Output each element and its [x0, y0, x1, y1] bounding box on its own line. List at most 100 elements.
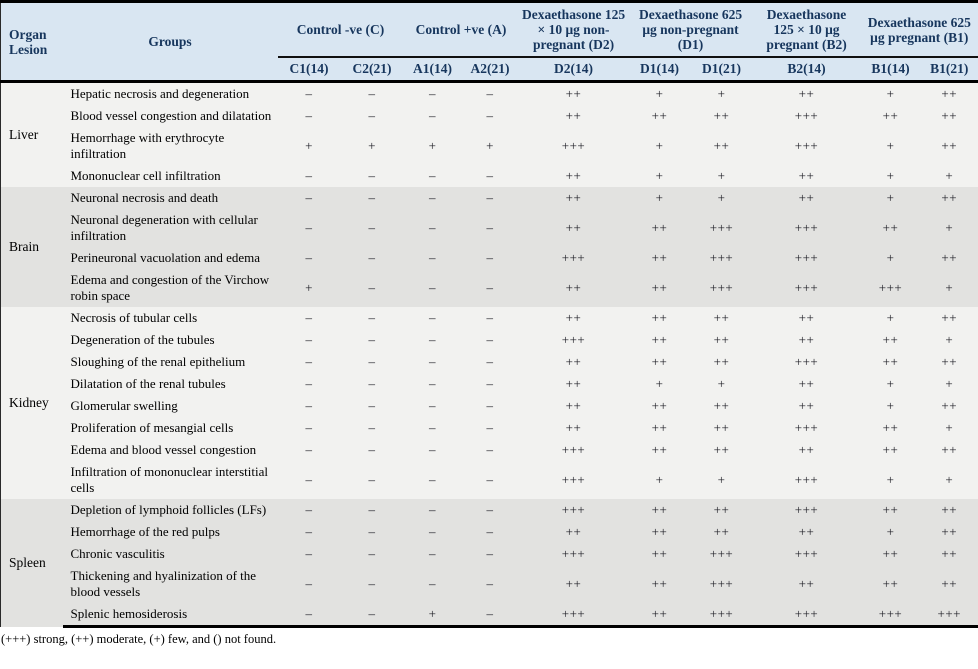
value-cell: – — [340, 105, 404, 127]
lesion-cell: Infiltration of mononuclear interstitial… — [62, 461, 278, 499]
value-cell: +++ — [690, 209, 753, 247]
value-cell: – — [403, 105, 462, 127]
value-cell: +++ — [518, 439, 629, 461]
value-cell: ++ — [690, 521, 753, 543]
value-cell: ++ — [518, 395, 629, 417]
value-cell: – — [340, 373, 404, 395]
subcolumn-header-1-0: A1(14) — [403, 57, 462, 83]
lesion-cell: Depletion of lymphoid follicles (LFs) — [62, 499, 278, 521]
value-cell: ++ — [860, 565, 921, 603]
value-cell: +++ — [752, 417, 861, 439]
value-cell: ++ — [752, 307, 861, 329]
value-cell: ++ — [628, 105, 691, 127]
value-cell: ++ — [518, 307, 629, 329]
organ-lesion-header: Organ Lesion — [0, 1, 63, 83]
value-cell: ++ — [860, 209, 921, 247]
lesion-cell: Necrosis of tubular cells — [62, 307, 278, 329]
value-cell: – — [277, 499, 341, 521]
value-cell: – — [340, 81, 404, 105]
value-cell: + — [920, 165, 978, 187]
value-cell: + — [690, 81, 753, 105]
value-cell: – — [461, 439, 519, 461]
value-cell: ++ — [628, 603, 691, 628]
value-cell: +++ — [752, 461, 861, 499]
table-row: Neuronal degeneration with cellular infi… — [1, 209, 978, 247]
value-cell: – — [461, 187, 519, 209]
value-cell: ++ — [518, 269, 629, 307]
value-cell: +++ — [518, 247, 629, 269]
value-cell: – — [340, 329, 404, 351]
value-cell: – — [340, 247, 404, 269]
lesion-cell: Neuronal degeneration with cellular infi… — [62, 209, 278, 247]
value-cell: +++ — [690, 543, 753, 565]
value-cell: + — [403, 127, 462, 165]
value-cell: +++ — [518, 543, 629, 565]
value-cell: ++ — [920, 499, 978, 521]
value-cell: + — [860, 81, 921, 105]
value-cell: – — [340, 521, 404, 543]
lesion-cell: Glomerular swelling — [62, 395, 278, 417]
value-cell: ++ — [628, 351, 691, 373]
value-cell: – — [277, 461, 341, 499]
value-cell: ++ — [628, 395, 691, 417]
value-cell: – — [403, 187, 462, 209]
value-cell: – — [403, 165, 462, 187]
lesion-cell: Degeneration of the tubules — [62, 329, 278, 351]
value-cell: + — [860, 461, 921, 499]
value-cell: ++ — [752, 81, 861, 105]
value-cell: – — [277, 247, 341, 269]
value-cell: ++ — [628, 269, 691, 307]
value-cell: + — [860, 521, 921, 543]
lesion-cell: Mononuclear cell infiltration — [62, 165, 278, 187]
value-cell: + — [860, 127, 921, 165]
organ-cell-kidney: Kidney — [0, 307, 63, 499]
column-group-header-4: Dexaethasone 125 × 10 μg pregnant (B2) — [752, 1, 861, 58]
value-cell: ++ — [860, 351, 921, 373]
value-cell: +++ — [690, 269, 753, 307]
value-cell: – — [461, 269, 519, 307]
value-cell: ++ — [690, 499, 753, 521]
value-cell: – — [403, 521, 462, 543]
value-cell: – — [277, 81, 341, 105]
value-cell: ++ — [690, 307, 753, 329]
value-cell: ++ — [752, 165, 861, 187]
paper-page: Organ Lesion Groups Control -ve (C) Control … — [0, 0, 978, 646]
value-cell: ++ — [628, 417, 691, 439]
lesion-cell: Neuronal necrosis and death — [62, 187, 278, 209]
value-cell: – — [461, 417, 519, 439]
value-cell: – — [277, 521, 341, 543]
value-cell: ++ — [518, 417, 629, 439]
value-cell: – — [461, 351, 519, 373]
value-cell: + — [403, 603, 462, 628]
subcolumn-header-4-0: B2(14) — [752, 57, 861, 83]
value-cell: – — [403, 543, 462, 565]
value-cell: – — [340, 417, 404, 439]
table-row: Glomerular swelling – – – – ++ ++ ++ ++ + ++ — [1, 395, 978, 417]
value-cell: – — [277, 209, 341, 247]
organ-cell-liver: Liver — [0, 81, 63, 187]
value-cell: + — [628, 187, 691, 209]
table-row: Edema and blood vessel congestion – – – – +++… — [1, 439, 978, 461]
subcolumn-header-1-1: A2(21) — [461, 57, 519, 83]
value-cell: + — [860, 395, 921, 417]
value-cell: + — [461, 127, 519, 165]
value-cell: – — [461, 603, 519, 628]
value-cell: – — [277, 565, 341, 603]
value-cell: ++ — [518, 105, 629, 127]
table-row: Perineuronal vacuolation and edema – – – – ++… — [1, 247, 978, 269]
table-row: Chronic vasculitis – – – – +++ ++ +++ +++ ++ ++ — [1, 543, 978, 565]
subcolumn-header-3-1: D1(21) — [690, 57, 753, 83]
value-cell: – — [340, 209, 404, 247]
table-row: Hemorrhage of the red pulps – – – – ++ ++ ++ ++ +… — [1, 521, 978, 543]
value-cell: – — [403, 307, 462, 329]
value-cell: – — [340, 307, 404, 329]
value-cell: – — [340, 543, 404, 565]
value-cell: +++ — [860, 269, 921, 307]
value-cell: – — [403, 373, 462, 395]
value-cell: + — [860, 247, 921, 269]
column-group-header-3: Dexaethasone 625 μg non-pregnant (D1) — [628, 1, 753, 58]
value-cell: ++ — [628, 307, 691, 329]
value-cell: ++ — [860, 499, 921, 521]
table-row: Sloughing of the renal epithelium – – – – ++ +… — [1, 351, 978, 373]
value-cell: ++ — [628, 209, 691, 247]
